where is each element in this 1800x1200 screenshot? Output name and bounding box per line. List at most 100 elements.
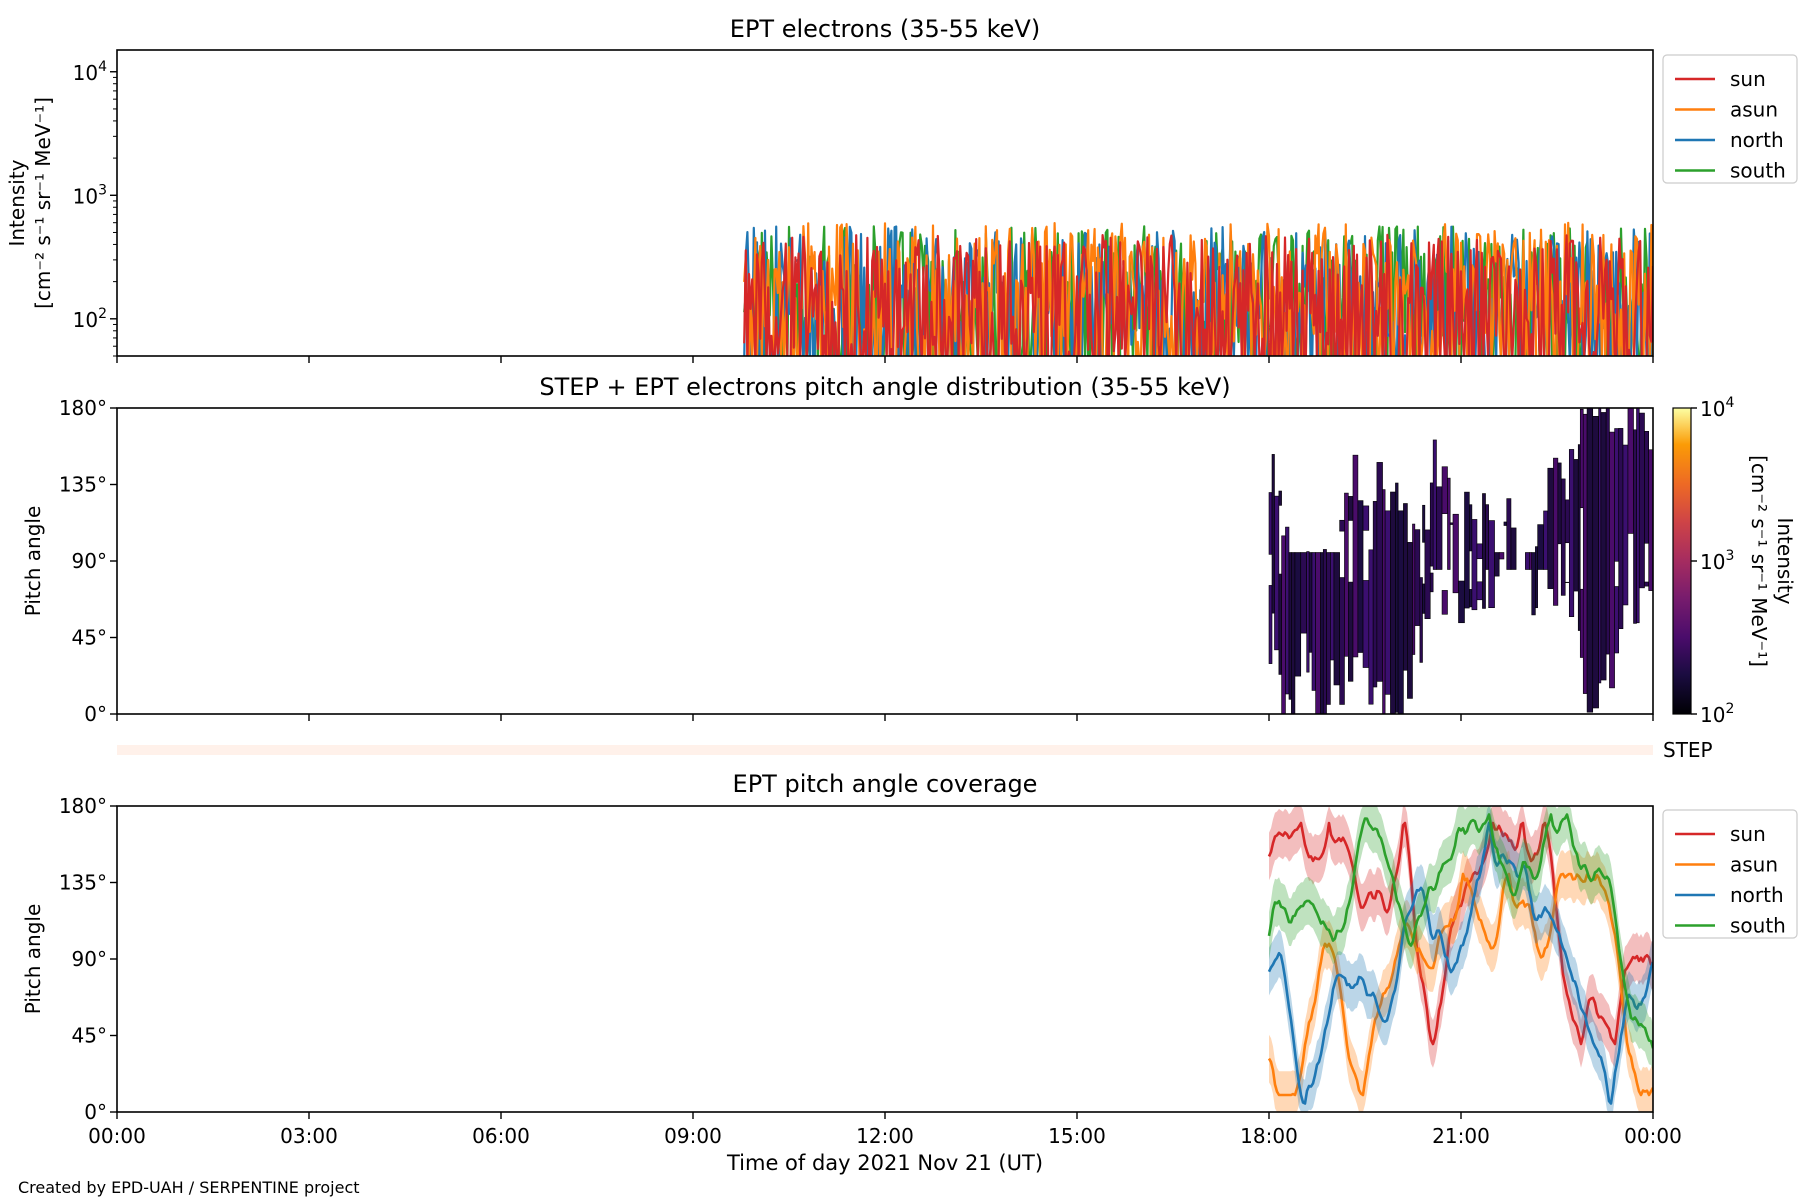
heatmap-cell [1326,552,1331,705]
heatmap-cell [1644,581,1649,587]
legend-label-asun: asun [1730,853,1778,877]
heatmap-cell [1357,500,1364,653]
y-tick-label: 90° [72,947,107,971]
heatmap-cell [1636,408,1640,624]
panel2-title: STEP + EPT electrons pitch angle distrib… [539,373,1230,401]
heatmap-cell [1300,552,1307,634]
heatmap-cell [1422,583,1426,614]
heatmap-cell [1424,529,1431,619]
heatmap-cell [1362,580,1370,668]
heatmap-cell [1344,492,1349,657]
panel3-title: EPT pitch angle coverage [733,770,1038,798]
heatmap-cell [1368,549,1374,705]
heatmap-cell [1372,501,1378,688]
legend-box [1662,54,1798,184]
heatmap-cell [1271,454,1275,614]
panel1-series-layer [743,221,1653,356]
panel3-xticks: 00:00 03:00 06:00 09:00 12:00 15:00 18:00 21:00… [88,1112,1682,1148]
heatmap-cell [1294,552,1302,677]
heatmap-cell [1436,486,1443,570]
legend-label-south: south [1730,159,1786,183]
heatmap-cell [1390,491,1396,714]
panel1-yticks: 102 103 104 [73,59,117,357]
heatmap-cell [1579,408,1584,509]
heatmap-cell [1605,408,1610,655]
heatmap-cell [1422,504,1426,543]
heatmap-cell [1498,552,1505,560]
colorbar-label-line2: [cm⁻² s⁻¹ sr⁻¹ MeV⁻¹] [1747,455,1771,667]
heatmap-cell [1577,444,1581,631]
series-band-north [1269,806,1653,1112]
step-strip-label: STEP [1663,738,1713,762]
heatmap-cell [1419,577,1423,663]
series-line-sun [743,233,1653,356]
heatmap-cell [1274,495,1280,651]
heatmap-cell [1598,408,1602,684]
x-tick-label: 03:00 [280,1124,338,1148]
heatmap-cell [1306,551,1310,673]
heatmap-cell [1503,521,1508,526]
x-tick-label: 18:00 [1240,1124,1298,1148]
heatmap-cell [1382,489,1386,714]
heatmap-cell [1547,467,1554,589]
heatmap-cell [1494,552,1500,577]
heatmap-cell [1543,510,1549,570]
y-tick-label: 45° [72,626,107,650]
heatmap-cell [1320,552,1324,714]
x-tick-label: 12:00 [856,1124,914,1148]
heatmap-cell [1397,510,1404,714]
heatmap-cell [1469,504,1473,552]
panel1-ylabel-line2: [cm⁻² s⁻¹ sr⁻¹ MeV⁻¹] [31,97,55,309]
heatmap-cell [1600,412,1607,681]
heatmap-cell [1535,546,1538,609]
y-tick-label: 180° [59,396,107,420]
legend-label-south: south [1730,914,1786,938]
panel1-ylabel-line1: Intensity [5,159,29,246]
legend-label-north: north [1730,128,1784,152]
heatmap-cell [1458,580,1465,624]
heatmap-cell [1553,457,1559,606]
heatmap-cell [1648,449,1653,591]
heatmap-cell [1403,503,1408,671]
heatmap-cell [1622,444,1629,606]
heatmap-cell [1633,429,1637,624]
heatmap-cell [1476,543,1483,560]
step-strip [117,745,1653,755]
heatmap-cell [1268,492,1273,555]
colorbar-label-line1: Intensity [1773,517,1797,604]
heatmap-cell [1531,552,1536,616]
heatmap-cell [1278,573,1282,675]
y-tick-label: 135° [59,871,107,895]
heatmap-cell [1407,542,1413,699]
panel2-frame [116,407,1654,715]
legend-label-asun: asun [1730,98,1778,122]
heatmap-cell [1488,520,1495,608]
y-tick-label: 180° [59,794,107,818]
panel3-series-layer [1267,806,1653,1112]
footer-credit: Created by EPD-UAH / SERPENTINE project [18,1178,360,1197]
heatmap-cell [1464,491,1470,609]
heatmap-cell [1281,535,1286,714]
heatmap-cell [1412,523,1416,655]
colorbar-tick-label: 104 [1700,395,1734,421]
legend-label-sun: sun [1730,822,1766,846]
legend-box [1662,809,1798,939]
heatmap-cell [1384,510,1391,695]
heatmap-cell [1564,499,1570,544]
y-tick-label: 0° [84,1100,107,1124]
heatmap-cell [1506,498,1512,570]
x-tick-label: 09:00 [664,1124,722,1148]
x-tick-label: 21:00 [1432,1124,1490,1148]
heatmap-cell [1285,526,1290,695]
heatmap-cell [1395,482,1399,713]
series-line-north [743,225,1653,356]
y-tick-label: 90° [72,549,107,573]
heatmap-cell [1557,462,1562,545]
heatmap-cell [1618,428,1624,630]
heatmap-cell [1525,552,1530,570]
panel-coverage: EPT pitch angle coverage 0° 45° 90° 135° 180… [21,770,1798,1148]
heatmap-cell [1586,408,1594,713]
colorbar-ticks: 102 103 104 [1691,395,1734,727]
heatmap-cell [1614,428,1620,562]
series-band-south [1269,806,1653,1073]
